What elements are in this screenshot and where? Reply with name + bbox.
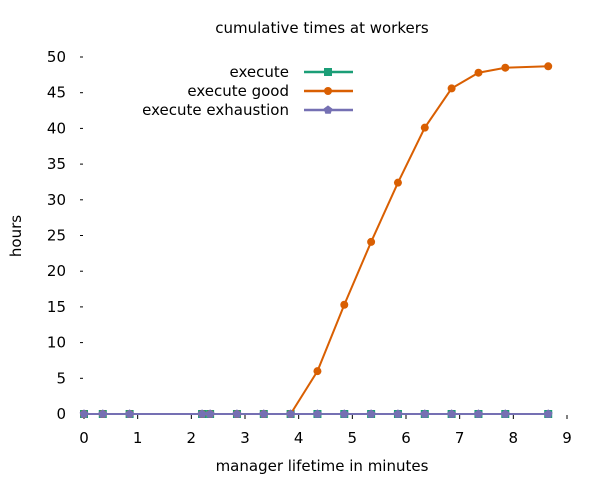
y-tick-label: 5 — [56, 369, 66, 387]
data-point — [79, 409, 89, 418]
data-point — [367, 237, 376, 246]
x-tick-label: 4 — [294, 429, 304, 447]
data-point — [313, 367, 322, 376]
legend-swatch-marker — [324, 87, 332, 95]
x-tick-label: 0 — [79, 429, 89, 447]
data-point — [339, 409, 349, 418]
data-point — [197, 409, 207, 418]
data-point — [420, 123, 429, 132]
data-point — [98, 409, 108, 418]
chart-title: cumulative times at workers — [215, 19, 429, 37]
data-point — [474, 68, 483, 77]
x-tick-label: 3 — [240, 429, 250, 447]
data-point — [543, 409, 553, 418]
data-point — [259, 409, 269, 418]
data-point — [501, 63, 510, 72]
data-point — [474, 409, 483, 418]
data-point — [393, 178, 402, 187]
x-axis-label: manager lifetime in minutes — [216, 457, 429, 475]
data-point — [500, 409, 510, 418]
data-point — [420, 409, 430, 418]
legend-label: execute good — [187, 82, 289, 100]
x-tick-label: 6 — [401, 429, 411, 447]
legend-swatch-marker — [324, 68, 332, 76]
data-point — [125, 409, 134, 418]
y-tick-label: 45 — [47, 84, 66, 102]
data-point — [447, 409, 456, 418]
data-point — [286, 409, 295, 418]
data-point — [313, 409, 322, 418]
legend-swatch-marker — [323, 105, 333, 114]
series-layer — [79, 62, 553, 418]
data-point — [447, 84, 456, 93]
data-point — [232, 409, 242, 418]
x-tick-label: 1 — [133, 429, 143, 447]
y-tick-label: 30 — [47, 191, 66, 209]
x-tick-label: 9 — [562, 429, 572, 447]
y-tick-label: 20 — [47, 262, 66, 280]
y-tick-label: 35 — [47, 155, 66, 173]
legend-label: execute — [230, 63, 289, 81]
series-2 — [79, 409, 553, 418]
data-point — [205, 409, 215, 418]
data-point — [366, 409, 376, 418]
y-tick-label: 0 — [56, 405, 66, 423]
x-tick-label: 2 — [187, 429, 197, 447]
x-tick-label: 7 — [455, 429, 465, 447]
y-axis-label: hours — [7, 215, 25, 257]
data-point — [340, 300, 349, 309]
y-tick-label: 50 — [47, 48, 66, 66]
legend-label: execute exhaustion — [142, 101, 289, 119]
y-tick-label: 40 — [47, 119, 66, 137]
x-tick-label: 5 — [348, 429, 358, 447]
y-tick-label: 10 — [47, 334, 66, 352]
y-tick-label: 25 — [47, 227, 66, 245]
data-point — [393, 409, 403, 418]
y-tick-label: 15 — [47, 298, 66, 316]
x-tick-label: 8 — [509, 429, 519, 447]
data-point — [544, 62, 553, 71]
